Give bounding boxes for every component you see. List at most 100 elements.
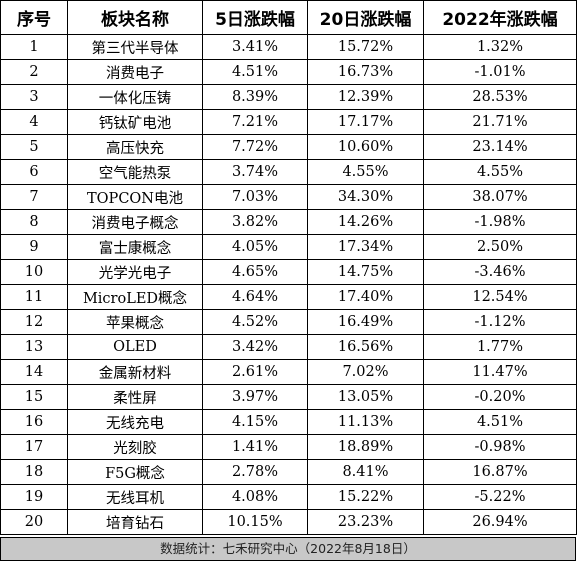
change-5day: 2.61% (202, 359, 308, 385)
sector-name: F5G概念 (67, 459, 203, 485)
change-5day: 7.21% (202, 109, 308, 135)
table-row: 12 苹果概念 4.52% 16.49% -1.12% (0, 309, 577, 335)
sector-performance-table: 序号 板块名称 5日涨跌幅 20日涨跌幅 2022年涨跌幅 1 第三代半导体 3.41% 15… (0, 0, 577, 535)
table-row: 19 无线耳机 4.08% 15.22% -5.22% (0, 484, 577, 510)
sector-name: 苹果概念 (67, 309, 203, 335)
change-5day: 4.08% (202, 484, 308, 510)
row-index: 5 (0, 134, 68, 160)
table-row: 18 F5G概念 2.78% 8.41% 16.87% (0, 459, 577, 485)
col-5day-change-header: 5日涨跌幅 (202, 0, 308, 35)
table-body: 1 第三代半导体 3.41% 15.72% 1.32% 2 消费电子 4.51% 16.73% -… (0, 34, 577, 535)
change-2022: -5.22% (423, 484, 577, 510)
col-index-header: 序号 (0, 0, 68, 35)
change-5day: 4.52% (202, 309, 308, 335)
sector-name: MicroLED概念 (67, 284, 203, 310)
sector-name: 消费电子 (67, 59, 203, 85)
row-index: 8 (0, 209, 68, 235)
change-2022: 23.14% (423, 134, 577, 160)
sector-name: 空气能热泵 (67, 159, 203, 185)
change-20day: 15.72% (307, 34, 424, 60)
row-index: 9 (0, 234, 68, 260)
change-20day: 18.89% (307, 434, 424, 460)
change-2022: -3.46% (423, 259, 577, 285)
row-index: 1 (0, 34, 68, 60)
change-2022: -1.01% (423, 59, 577, 85)
change-5day: 8.39% (202, 84, 308, 110)
row-index: 7 (0, 184, 68, 210)
sector-name: 柔性屏 (67, 384, 203, 410)
change-20day: 12.39% (307, 84, 424, 110)
change-20day: 10.60% (307, 134, 424, 160)
change-2022: 21.71% (423, 109, 577, 135)
table-row: 11 MicroLED概念 4.64% 17.40% 12.54% (0, 284, 577, 310)
data-source-footer: 数据统计：七禾研究中心（2022年8月18日） (0, 537, 576, 561)
change-20day: 17.17% (307, 109, 424, 135)
sector-name: 富士康概念 (67, 234, 203, 260)
sector-name: 光刻胶 (67, 434, 203, 460)
change-5day: 3.74% (202, 159, 308, 185)
row-index: 3 (0, 84, 68, 110)
table-row: 3 一体化压铸 8.39% 12.39% 28.53% (0, 84, 577, 110)
table-row: 4 钙钛矿电池 7.21% 17.17% 21.71% (0, 109, 577, 135)
change-5day: 3.41% (202, 34, 308, 60)
table-row: 10 光学光电子 4.65% 14.75% -3.46% (0, 259, 577, 285)
change-20day: 23.23% (307, 509, 424, 535)
change-2022: 4.55% (423, 159, 577, 185)
header-row: 序号 板块名称 5日涨跌幅 20日涨跌幅 2022年涨跌幅 (0, 0, 577, 35)
col-sector-name-header: 板块名称 (67, 0, 203, 35)
table-row: 17 光刻胶 1.41% 18.89% -0.98% (0, 434, 577, 460)
sector-name: TOPCON电池 (67, 184, 203, 210)
change-5day: 7.03% (202, 184, 308, 210)
row-index: 11 (0, 284, 68, 310)
sector-name: 钙钛矿电池 (67, 109, 203, 135)
change-20day: 16.73% (307, 59, 424, 85)
row-index: 18 (0, 459, 68, 485)
change-5day: 4.51% (202, 59, 308, 85)
change-20day: 17.40% (307, 284, 424, 310)
change-5day: 3.42% (202, 334, 308, 360)
change-20day: 16.56% (307, 334, 424, 360)
row-index: 17 (0, 434, 68, 460)
sector-name: 光学光电子 (67, 259, 203, 285)
sector-name: 高压快充 (67, 134, 203, 160)
col-20day-change-header: 20日涨跌幅 (307, 0, 424, 35)
table-row: 14 金属新材料 2.61% 7.02% 11.47% (0, 359, 577, 385)
table-row: 15 柔性屏 3.97% 13.05% -0.20% (0, 384, 577, 410)
change-20day: 13.05% (307, 384, 424, 410)
change-20day: 4.55% (307, 159, 424, 185)
change-2022: 28.53% (423, 84, 577, 110)
row-index: 19 (0, 484, 68, 510)
change-2022: 16.87% (423, 459, 577, 485)
change-5day: 4.65% (202, 259, 308, 285)
col-2022-change-header: 2022年涨跌幅 (423, 0, 577, 35)
change-20day: 34.30% (307, 184, 424, 210)
row-index: 6 (0, 159, 68, 185)
change-5day: 4.64% (202, 284, 308, 310)
change-5day: 3.97% (202, 384, 308, 410)
change-20day: 15.22% (307, 484, 424, 510)
change-2022: -1.12% (423, 309, 577, 335)
change-2022: 38.07% (423, 184, 577, 210)
change-5day: 2.78% (202, 459, 308, 485)
table-row: 16 无线充电 4.15% 11.13% 4.51% (0, 409, 577, 435)
table-row: 7 TOPCON电池 7.03% 34.30% 38.07% (0, 184, 577, 210)
change-2022: -1.98% (423, 209, 577, 235)
table-row: 13 OLED 3.42% 16.56% 1.77% (0, 334, 577, 360)
row-index: 4 (0, 109, 68, 135)
row-index: 13 (0, 334, 68, 360)
change-5day: 4.05% (202, 234, 308, 260)
sector-name: 培育钻石 (67, 509, 203, 535)
change-5day: 4.15% (202, 409, 308, 435)
change-5day: 3.82% (202, 209, 308, 235)
change-2022: 12.54% (423, 284, 577, 310)
change-20day: 11.13% (307, 409, 424, 435)
change-2022: 2.50% (423, 234, 577, 260)
change-20day: 17.34% (307, 234, 424, 260)
change-20day: 14.26% (307, 209, 424, 235)
row-index: 2 (0, 59, 68, 85)
table-header: 序号 板块名称 5日涨跌幅 20日涨跌幅 2022年涨跌幅 (0, 0, 577, 35)
table-row: 20 培育钻石 10.15% 23.23% 26.94% (0, 509, 577, 535)
sector-name: 无线充电 (67, 409, 203, 435)
change-2022: 1.77% (423, 334, 577, 360)
